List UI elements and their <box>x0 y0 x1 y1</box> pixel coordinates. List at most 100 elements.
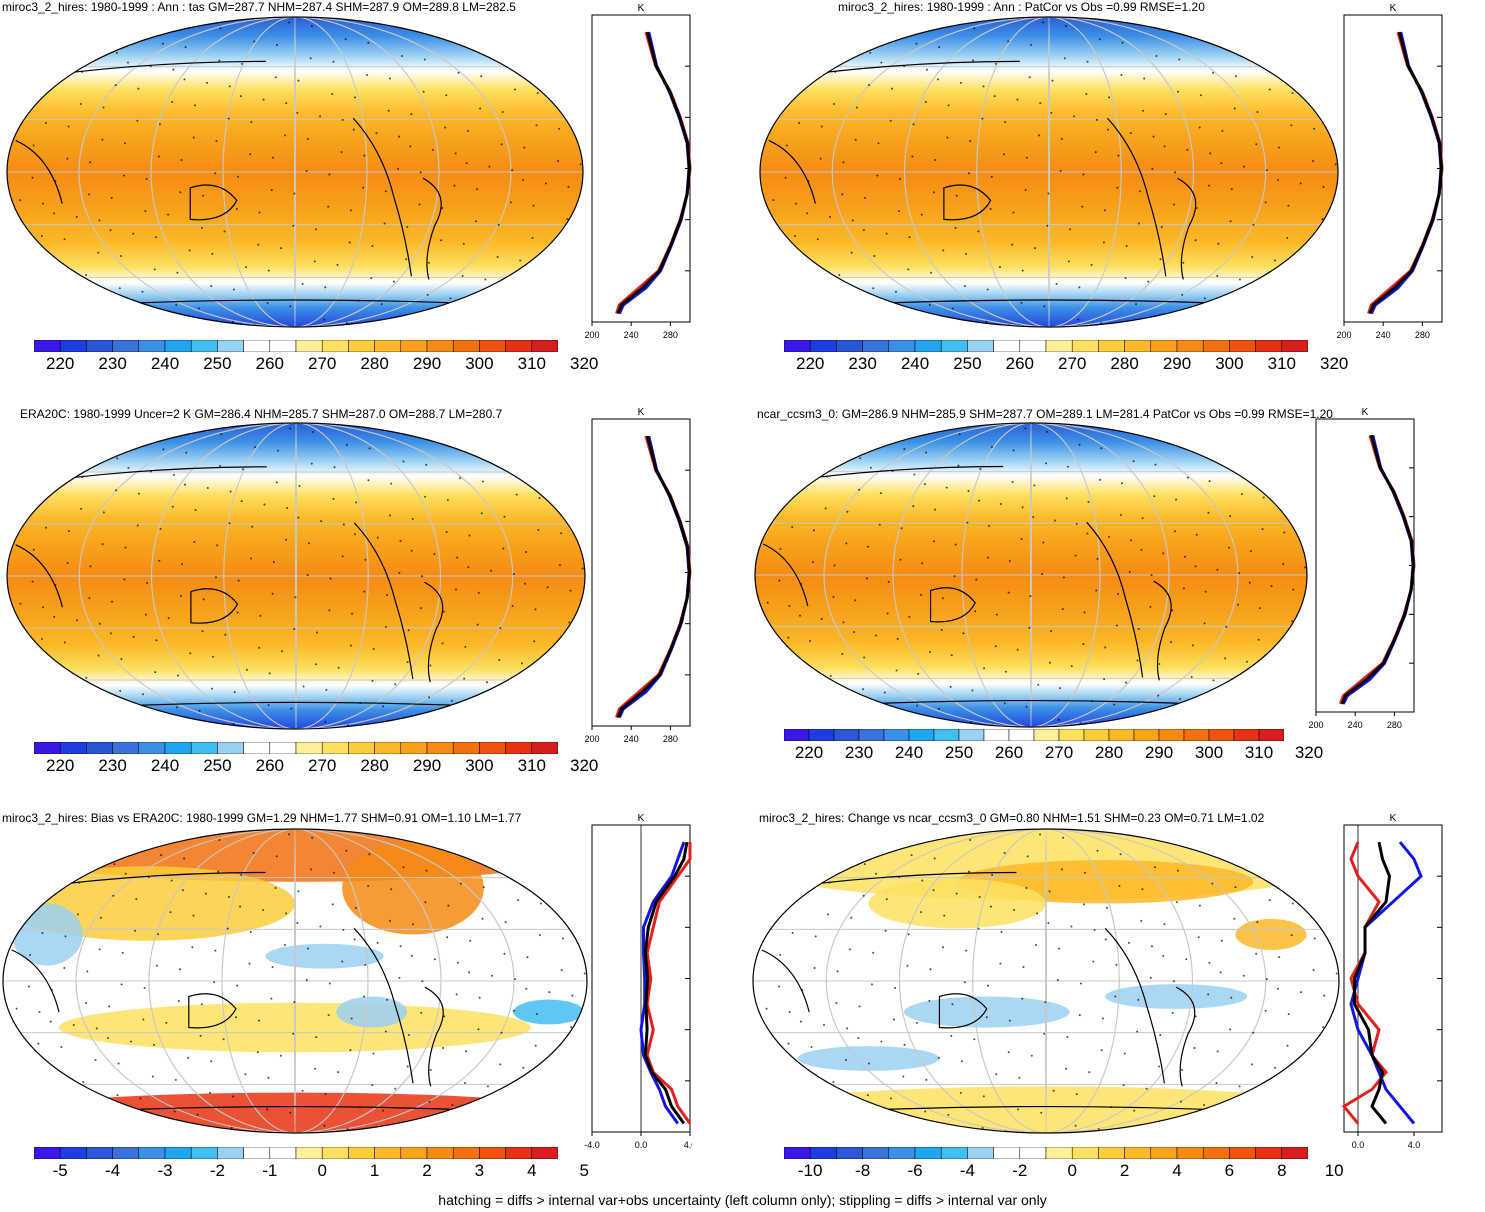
stipple-dot <box>775 1064 778 1067</box>
stipple-dot <box>368 853 371 856</box>
stipple-dot <box>362 186 365 189</box>
colorbar-label: 260 <box>255 756 284 775</box>
colorbar-swatch <box>1083 729 1110 741</box>
stipple-dot <box>1260 314 1263 317</box>
colorbar-label: 310 <box>1244 743 1274 762</box>
stipple-dot <box>1265 169 1268 172</box>
stipple-dot <box>766 601 769 604</box>
stipple-dot <box>531 237 534 240</box>
profile-series <box>1340 434 1416 705</box>
profile-tick-label: 0.0 <box>1352 1140 1365 1150</box>
stipple-dot <box>296 922 299 925</box>
stipple-dot <box>557 159 560 162</box>
stipple-dot <box>476 188 479 191</box>
stipple-dot <box>177 999 180 1002</box>
stipple-dot <box>934 158 937 161</box>
stipple-dot <box>1194 565 1197 568</box>
colorbar-swatch <box>908 729 935 741</box>
stipple-dot <box>1257 638 1260 641</box>
stipple-dot <box>875 872 878 875</box>
stipple-dot <box>140 322 143 325</box>
stipple-dot <box>530 845 533 848</box>
profile-tick-label: 280 <box>663 734 678 744</box>
colorbar-swatch <box>86 1147 113 1159</box>
stipple-dot <box>1098 38 1101 41</box>
stipple-dot <box>328 609 331 612</box>
stipple-dot <box>280 247 283 250</box>
stipple-dot <box>825 475 828 478</box>
graticule-line <box>295 423 297 729</box>
stipple-dot <box>841 193 844 196</box>
stipple-dot <box>4 18 5 20</box>
stipple-dot <box>898 876 901 879</box>
stipple-dot <box>142 1018 145 1021</box>
profile-series <box>616 435 692 719</box>
stipple-dot <box>1096 557 1099 560</box>
stipple-dot <box>833 103 836 106</box>
stipple-dot <box>319 925 322 928</box>
stipple-dot <box>1123 1052 1126 1055</box>
stipple-dot <box>7 221 10 224</box>
stipple-dot <box>1059 170 1062 173</box>
stipple-dot <box>1292 588 1295 591</box>
stipple-dot <box>398 976 401 979</box>
stipple-dot <box>1020 301 1023 304</box>
stipple-dot <box>1181 1068 1184 1071</box>
stipple-dot <box>1303 566 1306 569</box>
stipple-dot <box>46 89 49 92</box>
stipple-dot <box>1087 500 1090 503</box>
stipple-dot <box>924 1110 927 1113</box>
stipple-dot <box>561 937 564 940</box>
stipple-dot <box>82 1081 85 1084</box>
stipple-dot <box>46 494 49 497</box>
stipple-dot <box>920 911 923 914</box>
stipple-dot <box>1191 644 1194 647</box>
stipple-dot <box>239 95 242 98</box>
stipple-dot <box>406 225 409 228</box>
colorbar-swatch <box>784 1147 811 1159</box>
colorbar-swatch <box>138 340 166 352</box>
stipple-dot <box>1021 506 1024 509</box>
stipple-dot <box>1199 423 1202 426</box>
stipple-dot <box>930 271 933 274</box>
colorbar-swatch <box>243 340 271 352</box>
stipple-dot <box>23 491 26 494</box>
stipple-dot <box>1061 608 1064 611</box>
colorbar-label: 240 <box>150 756 180 775</box>
stipple-dot <box>358 299 361 302</box>
stipple-dot <box>929 650 932 653</box>
stipple-dot <box>185 451 188 454</box>
stipple-dot <box>151 1075 154 1078</box>
stipple-dot <box>7 656 8 659</box>
stipple-dot <box>850 916 853 919</box>
colorbar-swatch <box>374 742 402 754</box>
stipple-dot <box>780 289 783 292</box>
stipple-dot <box>1060 868 1063 871</box>
stipple-dot <box>1051 79 1054 82</box>
stipple-dot <box>161 42 164 45</box>
stipple-dot <box>1043 1032 1046 1035</box>
colorbar-swatch <box>967 1147 994 1159</box>
map-panel-0 <box>4 16 584 328</box>
stipple-dot <box>557 1048 560 1051</box>
colorbar-swatch <box>217 1147 244 1159</box>
stipple-dot <box>885 232 888 235</box>
stipple-dot <box>1325 105 1328 108</box>
stipple-dot <box>1203 297 1206 300</box>
stipple-dot <box>812 35 815 38</box>
stipple-dot <box>271 592 274 595</box>
stipple-dot <box>841 653 844 656</box>
stipple-dot <box>1245 660 1248 663</box>
stipple-dot <box>327 205 330 208</box>
stipple-dot <box>498 658 501 661</box>
stipple-dot <box>937 707 940 710</box>
stipple-dot <box>292 224 295 227</box>
stipple-dot <box>101 543 104 546</box>
stipple-dot <box>858 25 861 28</box>
profile-tick-label: 240 <box>1376 330 1391 340</box>
stipple-dot <box>70 44 73 47</box>
stipple-dot <box>1219 971 1222 974</box>
stipple-dot <box>398 571 401 574</box>
stipple-dot <box>1099 478 1102 481</box>
colorbar-swatch <box>190 1147 218 1159</box>
